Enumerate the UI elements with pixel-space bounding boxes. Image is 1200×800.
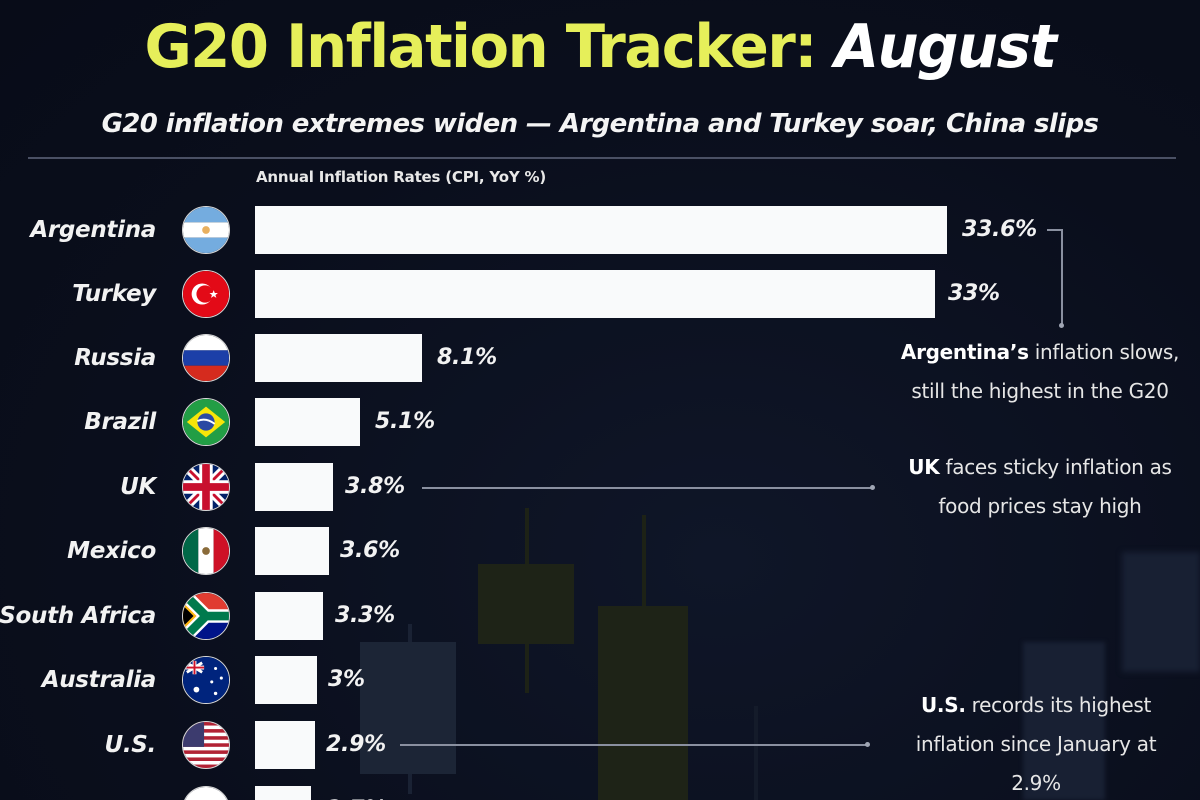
bar-row-uk: UK 3.8% bbox=[0, 463, 1200, 511]
south-africa-flag-icon bbox=[182, 592, 230, 640]
value-label: 2.9% bbox=[326, 732, 386, 757]
country-label: UK bbox=[120, 474, 156, 500]
bar bbox=[255, 206, 947, 254]
japan-flag-icon bbox=[182, 786, 230, 800]
turkey-flag-icon bbox=[182, 270, 230, 318]
country-label: Turkey bbox=[72, 281, 156, 307]
bar-row-australia: Australia 3% bbox=[0, 656, 1200, 704]
bar bbox=[255, 786, 311, 800]
us-connector bbox=[400, 744, 866, 746]
annotation-text: 2.9% bbox=[1011, 771, 1061, 795]
country-label: U.S. bbox=[104, 732, 156, 758]
bar bbox=[255, 592, 323, 640]
title-month: August bbox=[834, 12, 1057, 82]
bar-row-brazil: Brazil 5.1% bbox=[0, 398, 1200, 446]
connector-dot bbox=[870, 485, 875, 490]
mexico-flag-icon bbox=[182, 527, 230, 575]
bar-row-clipped: 2.7% bbox=[0, 786, 1200, 800]
subtitle: G20 inflation extremes widen — Argentina… bbox=[101, 109, 1099, 139]
argentina-connector-horizontal bbox=[1047, 229, 1062, 231]
annotation-bold: Argentina’s bbox=[900, 340, 1029, 364]
connector-dot bbox=[865, 742, 870, 747]
country-label: South Africa bbox=[0, 603, 156, 629]
annotation-argentina: Argentina’s inflation slows, still the h… bbox=[880, 333, 1200, 411]
value-label: 33.6% bbox=[962, 217, 1037, 242]
australia-flag-icon bbox=[182, 656, 230, 704]
russia-flag-icon bbox=[182, 334, 230, 382]
bar-row-south-africa: South Africa 3.3% bbox=[0, 592, 1200, 640]
annotation-text: faces sticky inflation as bbox=[939, 455, 1172, 479]
country-label: Mexico bbox=[67, 538, 156, 564]
annotation-uk: UK faces sticky inflation as food prices… bbox=[880, 448, 1200, 526]
bar bbox=[255, 527, 329, 575]
annotation-text: inflation since January at bbox=[915, 732, 1157, 756]
country-label: Brazil bbox=[84, 409, 156, 435]
bar-row-mexico: Mexico 3.6% bbox=[0, 527, 1200, 575]
annotation-bold: U.S. bbox=[920, 693, 966, 717]
country-label: Argentina bbox=[30, 217, 156, 243]
title-main: G20 Inflation Tracker: bbox=[144, 12, 817, 82]
bar bbox=[255, 270, 935, 318]
value-label: 2.7% bbox=[326, 786, 386, 800]
bar-row-russia: Russia 8.1% bbox=[0, 334, 1200, 382]
argentina-connector-vertical bbox=[1061, 229, 1063, 325]
bar bbox=[255, 656, 317, 704]
value-label: 3.6% bbox=[340, 538, 400, 563]
country-label: Australia bbox=[41, 667, 157, 693]
value-label: 3.8% bbox=[345, 474, 405, 499]
connector-dot bbox=[1059, 323, 1064, 328]
value-label: 3% bbox=[328, 667, 365, 692]
bar bbox=[255, 463, 333, 511]
value-label: 8.1% bbox=[437, 345, 497, 370]
uk-connector bbox=[422, 487, 872, 489]
bar-row-argentina: Argentina 33.6% bbox=[0, 206, 1200, 254]
bar-row-us: U.S. 2.9% bbox=[0, 721, 1200, 769]
annotation-text: food prices stay high bbox=[938, 494, 1142, 518]
bar bbox=[255, 721, 315, 769]
annotation-text: inflation slows, bbox=[1028, 340, 1180, 364]
page-title: G20 Inflation Tracker: August bbox=[24, 4, 1176, 90]
axis-label: Annual Inflation Rates (CPI, YoY %) bbox=[256, 168, 546, 186]
value-label: 33% bbox=[948, 281, 1000, 306]
us-flag-icon bbox=[182, 721, 230, 769]
value-label: 3.3% bbox=[335, 603, 395, 628]
annotation-bold: UK bbox=[908, 455, 940, 479]
uk-flag-icon bbox=[182, 463, 230, 511]
value-label: 5.1% bbox=[375, 409, 435, 434]
argentina-flag-icon bbox=[182, 206, 230, 254]
annotation-text: records its highest bbox=[965, 693, 1152, 717]
brazil-flag-icon bbox=[182, 398, 230, 446]
country-label: Russia bbox=[74, 345, 156, 371]
header-divider bbox=[28, 157, 1176, 159]
bar-row-turkey: Turkey 33% bbox=[0, 270, 1200, 318]
annotation-us: U.S. records its highest inflation since… bbox=[876, 686, 1196, 800]
bar bbox=[255, 334, 422, 382]
annotation-text: still the highest in the G20 bbox=[911, 379, 1169, 403]
bar bbox=[255, 398, 360, 446]
